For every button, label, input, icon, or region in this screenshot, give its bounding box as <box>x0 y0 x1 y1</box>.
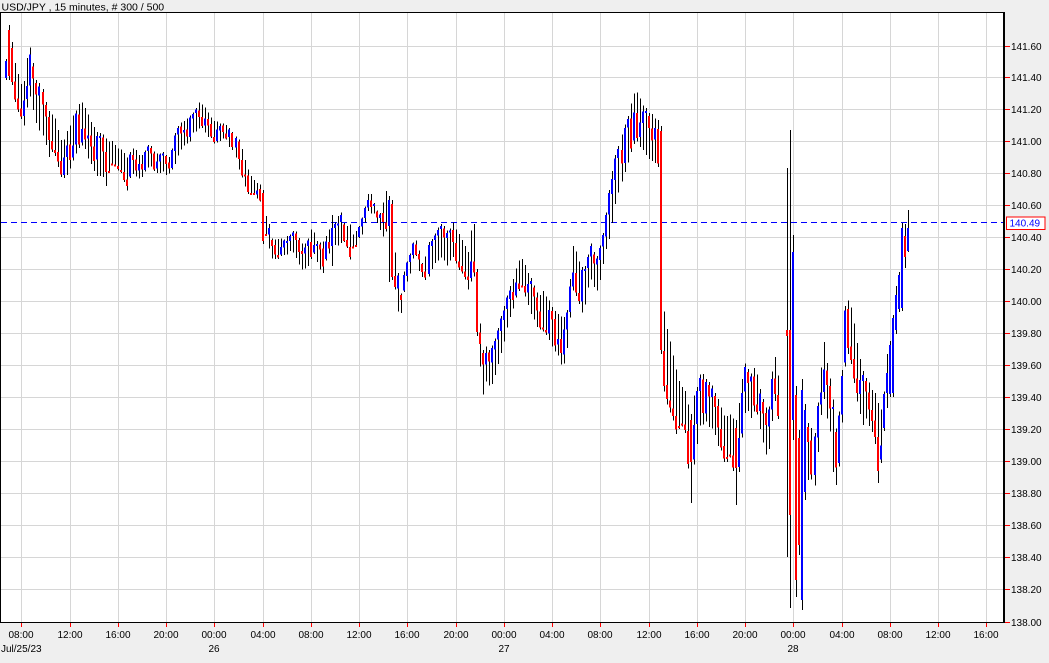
svg-text:12:00: 12:00 <box>57 630 82 641</box>
svg-text:00:00: 00:00 <box>491 630 516 641</box>
svg-text:141.60: 141.60 <box>1011 42 1042 53</box>
svg-text:140.60: 140.60 <box>1011 201 1042 212</box>
svg-text:28: 28 <box>787 644 799 655</box>
svg-text:20:00: 20:00 <box>732 630 757 641</box>
svg-text:138.20: 138.20 <box>1011 585 1042 596</box>
svg-text:26: 26 <box>208 644 220 655</box>
svg-text:16:00: 16:00 <box>684 630 709 641</box>
svg-text:138.40: 138.40 <box>1011 553 1042 564</box>
svg-text:Jul/25/23: Jul/25/23 <box>1 644 42 655</box>
svg-text:12:00: 12:00 <box>925 630 950 641</box>
svg-text:141.00: 141.00 <box>1011 137 1042 148</box>
svg-text:20:00: 20:00 <box>153 630 178 641</box>
svg-text:139.40: 139.40 <box>1011 393 1042 404</box>
svg-text:00:00: 00:00 <box>201 630 226 641</box>
svg-text:141.20: 141.20 <box>1011 105 1042 116</box>
svg-text:140.40: 140.40 <box>1011 233 1042 244</box>
svg-text:140.20: 140.20 <box>1011 265 1042 276</box>
svg-text:27: 27 <box>498 644 510 655</box>
svg-text:138.60: 138.60 <box>1011 521 1042 532</box>
svg-text:USD/JPY , 15 minutes, # 300 /: USD/JPY , 15 minutes, # 300 / 500 <box>2 2 165 14</box>
svg-text:140.49: 140.49 <box>1010 219 1041 230</box>
svg-text:04:00: 04:00 <box>829 630 854 641</box>
svg-text:00:00: 00:00 <box>780 630 805 641</box>
svg-text:140.00: 140.00 <box>1011 297 1042 308</box>
svg-text:12:00: 12:00 <box>636 630 661 641</box>
svg-text:08:00: 08:00 <box>8 630 33 641</box>
svg-text:141.40: 141.40 <box>1011 73 1042 84</box>
svg-text:04:00: 04:00 <box>539 630 564 641</box>
svg-text:139.00: 139.00 <box>1011 457 1042 468</box>
svg-text:08:00: 08:00 <box>298 630 323 641</box>
svg-text:16:00: 16:00 <box>973 630 998 641</box>
svg-text:139.20: 139.20 <box>1011 425 1042 436</box>
svg-text:139.80: 139.80 <box>1011 329 1042 340</box>
svg-text:140.80: 140.80 <box>1011 169 1042 180</box>
svg-text:138.80: 138.80 <box>1011 489 1042 500</box>
svg-text:20:00: 20:00 <box>443 630 468 641</box>
svg-text:04:00: 04:00 <box>250 630 275 641</box>
svg-text:16:00: 16:00 <box>394 630 419 641</box>
svg-text:138.00: 138.00 <box>1011 618 1042 629</box>
svg-text:08:00: 08:00 <box>587 630 612 641</box>
svg-text:16:00: 16:00 <box>105 630 130 641</box>
svg-text:08:00: 08:00 <box>877 630 902 641</box>
svg-text:12:00: 12:00 <box>346 630 371 641</box>
svg-text:139.60: 139.60 <box>1011 361 1042 372</box>
